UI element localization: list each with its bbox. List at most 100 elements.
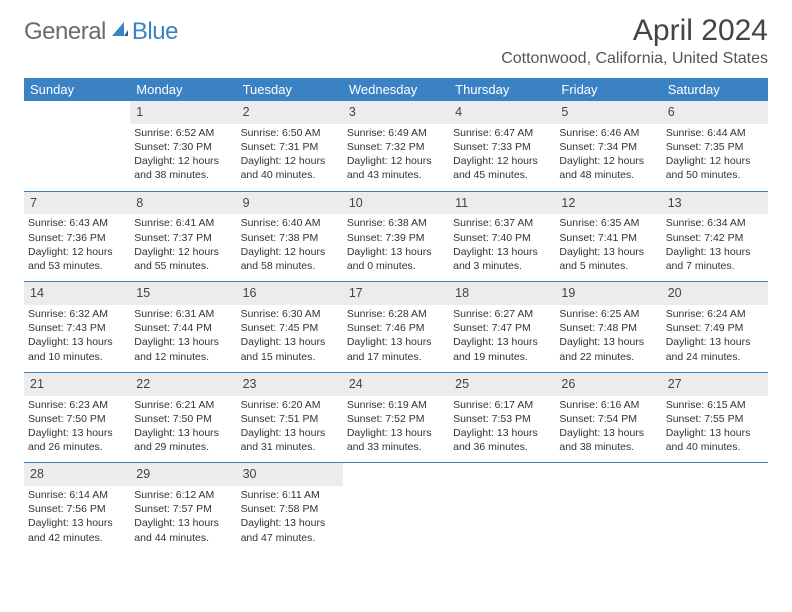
title-block: April 2024 Cottonwood, California, Unite… — [501, 14, 768, 68]
daylight-text: and 15 minutes. — [241, 350, 339, 364]
daylight-text: and 17 minutes. — [347, 350, 445, 364]
daylight-text: Daylight: 13 hours — [453, 245, 551, 259]
day-number: 27 — [662, 372, 768, 395]
sunrise-text: Sunrise: 6:15 AM — [666, 398, 764, 412]
day-number: 19 — [555, 282, 661, 305]
sunrise-text: Sunrise: 6:17 AM — [453, 398, 551, 412]
sunset-text: Sunset: 7:39 PM — [347, 231, 445, 245]
daylight-text: and 19 minutes. — [453, 350, 551, 364]
daylight-text: Daylight: 13 hours — [28, 516, 126, 530]
day-number: 5 — [555, 101, 661, 124]
sunrise-text: Sunrise: 6:43 AM — [28, 216, 126, 230]
day-number — [449, 463, 555, 486]
daylight-text: and 38 minutes. — [134, 168, 232, 182]
sunset-text: Sunset: 7:32 PM — [347, 140, 445, 154]
sunrise-text: Sunrise: 6:30 AM — [241, 307, 339, 321]
sunset-text: Sunset: 7:51 PM — [241, 412, 339, 426]
sunrise-text: Sunrise: 6:14 AM — [28, 488, 126, 502]
sunset-text: Sunset: 7:45 PM — [241, 321, 339, 335]
weekday-header: Sunday — [24, 78, 130, 101]
daylight-text: Daylight: 13 hours — [134, 426, 232, 440]
sunset-text: Sunset: 7:31 PM — [241, 140, 339, 154]
day-cell: Sunrise: 6:35 AMSunset: 7:41 PMDaylight:… — [555, 214, 661, 281]
day-cell: Sunrise: 6:43 AMSunset: 7:36 PMDaylight:… — [24, 214, 130, 281]
daynum-row: 123456 — [24, 101, 768, 124]
sunrise-text: Sunrise: 6:44 AM — [666, 126, 764, 140]
day-cell: Sunrise: 6:46 AMSunset: 7:34 PMDaylight:… — [555, 124, 661, 191]
day-cell: Sunrise: 6:32 AMSunset: 7:43 PMDaylight:… — [24, 305, 130, 372]
sunrise-text: Sunrise: 6:11 AM — [241, 488, 339, 502]
sunset-text: Sunset: 7:35 PM — [666, 140, 764, 154]
daylight-text: Daylight: 12 hours — [241, 154, 339, 168]
daylight-text: Daylight: 13 hours — [347, 245, 445, 259]
sunset-text: Sunset: 7:37 PM — [134, 231, 232, 245]
sunrise-text: Sunrise: 6:25 AM — [559, 307, 657, 321]
weekday-header: Friday — [555, 78, 661, 101]
sunset-text: Sunset: 7:52 PM — [347, 412, 445, 426]
day-cell: Sunrise: 6:25 AMSunset: 7:48 PMDaylight:… — [555, 305, 661, 372]
daylight-text: Daylight: 13 hours — [28, 426, 126, 440]
sunset-text: Sunset: 7:58 PM — [241, 502, 339, 516]
sunrise-text: Sunrise: 6:41 AM — [134, 216, 232, 230]
sunset-text: Sunset: 7:33 PM — [453, 140, 551, 154]
day-cell — [343, 486, 449, 553]
day-number: 1 — [130, 101, 236, 124]
day-number: 15 — [130, 282, 236, 305]
daylight-text: and 26 minutes. — [28, 440, 126, 454]
sunset-text: Sunset: 7:42 PM — [666, 231, 764, 245]
sunrise-text: Sunrise: 6:34 AM — [666, 216, 764, 230]
sunrise-text: Sunrise: 6:50 AM — [241, 126, 339, 140]
day-number: 30 — [237, 463, 343, 486]
daylight-text: Daylight: 13 hours — [453, 426, 551, 440]
sunrise-text: Sunrise: 6:37 AM — [453, 216, 551, 230]
day-cell: Sunrise: 6:30 AMSunset: 7:45 PMDaylight:… — [237, 305, 343, 372]
day-cell — [24, 124, 130, 191]
daylight-text: and 24 minutes. — [666, 350, 764, 364]
day-number: 24 — [343, 372, 449, 395]
sunset-text: Sunset: 7:48 PM — [559, 321, 657, 335]
sunrise-text: Sunrise: 6:16 AM — [559, 398, 657, 412]
sunset-text: Sunset: 7:30 PM — [134, 140, 232, 154]
daylight-text: and 58 minutes. — [241, 259, 339, 273]
sunset-text: Sunset: 7:34 PM — [559, 140, 657, 154]
sunset-text: Sunset: 7:36 PM — [28, 231, 126, 245]
daylight-text: Daylight: 13 hours — [28, 335, 126, 349]
day-number — [555, 463, 661, 486]
day-cell: Sunrise: 6:47 AMSunset: 7:33 PMDaylight:… — [449, 124, 555, 191]
day-cell: Sunrise: 6:23 AMSunset: 7:50 PMDaylight:… — [24, 396, 130, 463]
day-content-row: Sunrise: 6:32 AMSunset: 7:43 PMDaylight:… — [24, 305, 768, 372]
daylight-text: Daylight: 13 hours — [559, 335, 657, 349]
day-content-row: Sunrise: 6:43 AMSunset: 7:36 PM Daylight:… — [24, 214, 768, 281]
day-cell: Sunrise: 6:21 AMSunset: 7:50 PMDaylight:… — [130, 396, 236, 463]
weekday-header-row: Sunday Monday Tuesday Wednesday Thursday… — [24, 78, 768, 101]
day-cell: Sunrise: 6:34 AMSunset: 7:42 PMDaylight:… — [662, 214, 768, 281]
day-cell: Sunrise: 6:19 AMSunset: 7:52 PMDaylight:… — [343, 396, 449, 463]
daylight-text: Daylight: 12 hours — [453, 154, 551, 168]
day-cell: Sunrise: 6:11 AMSunset: 7:58 PMDaylight:… — [237, 486, 343, 553]
daylight-text: and 36 minutes. — [453, 440, 551, 454]
daylight-text: Daylight: 12 hours — [666, 154, 764, 168]
day-cell: Sunrise: 6:31 AMSunset: 7:44 PMDaylight:… — [130, 305, 236, 372]
daylight-text: Daylight: 13 hours — [347, 426, 445, 440]
daylight-text: Daylight: 13 hours — [241, 426, 339, 440]
day-number: 28 — [24, 463, 130, 486]
sunrise-text: Sunrise: 6:12 AM — [134, 488, 232, 502]
sunrise-text: Sunrise: 6:19 AM — [347, 398, 445, 412]
daylight-text: and 42 minutes. — [28, 531, 126, 545]
sunrise-text: Sunrise: 6:47 AM — [453, 126, 551, 140]
day-number: 14 — [24, 282, 130, 305]
day-cell: Sunrise: 6:20 AMSunset: 7:51 PMDaylight:… — [237, 396, 343, 463]
daylight-text: Daylight: 12 hours — [241, 245, 339, 259]
daylight-text: and 5 minutes. — [559, 259, 657, 273]
weekday-header: Saturday — [662, 78, 768, 101]
daylight-text: and 12 minutes. — [134, 350, 232, 364]
logo-text-general: General — [24, 18, 106, 46]
sunset-text: Sunset: 7:50 PM — [134, 412, 232, 426]
sunrise-text: Sunrise: 6:24 AM — [666, 307, 764, 321]
daylight-text: and 40 minutes. — [241, 168, 339, 182]
daylight-text: and 47 minutes. — [241, 531, 339, 545]
daylight-text: and 55 minutes. — [134, 259, 232, 273]
sunset-text: Sunset: 7:49 PM — [666, 321, 764, 335]
logo-sail-icon — [110, 20, 130, 45]
day-number: 13 — [662, 191, 768, 214]
